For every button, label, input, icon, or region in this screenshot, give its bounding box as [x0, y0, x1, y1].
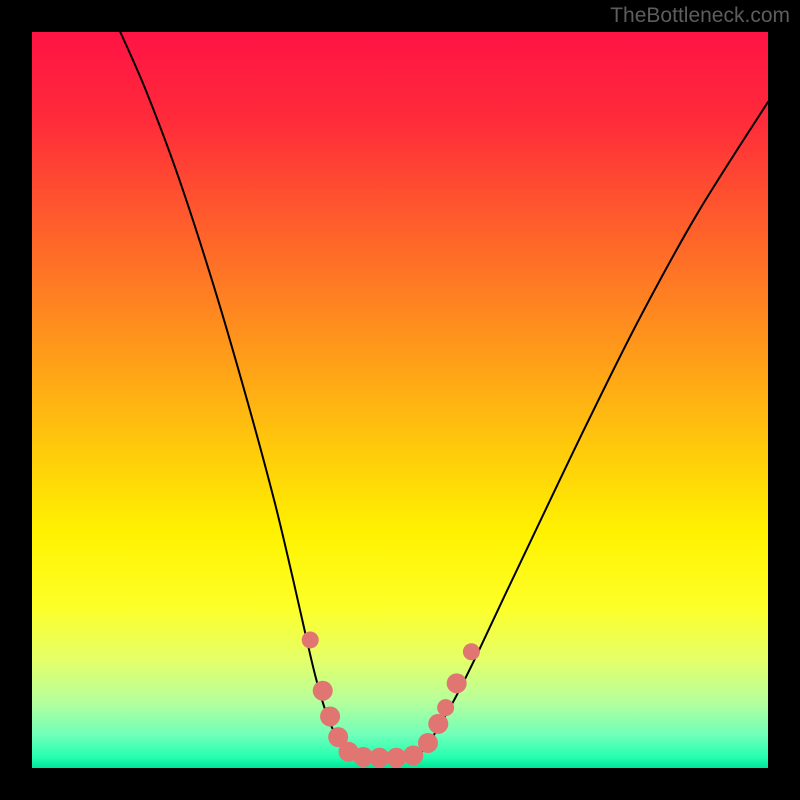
marker-dot [418, 733, 438, 753]
marker-dot [302, 631, 319, 648]
marker-dot [437, 699, 454, 716]
marker-dot [428, 714, 448, 734]
marker-dot [313, 681, 333, 701]
plot-gradient [32, 32, 768, 768]
attribution-label: TheBottleneck.com [610, 4, 790, 28]
marker-dot [386, 748, 406, 768]
marker-dot [447, 673, 467, 693]
chart-container: TheBottleneck.com [0, 0, 800, 800]
marker-dot [463, 643, 480, 660]
marker-dot [320, 706, 340, 726]
bottleneck-chart [0, 0, 800, 800]
